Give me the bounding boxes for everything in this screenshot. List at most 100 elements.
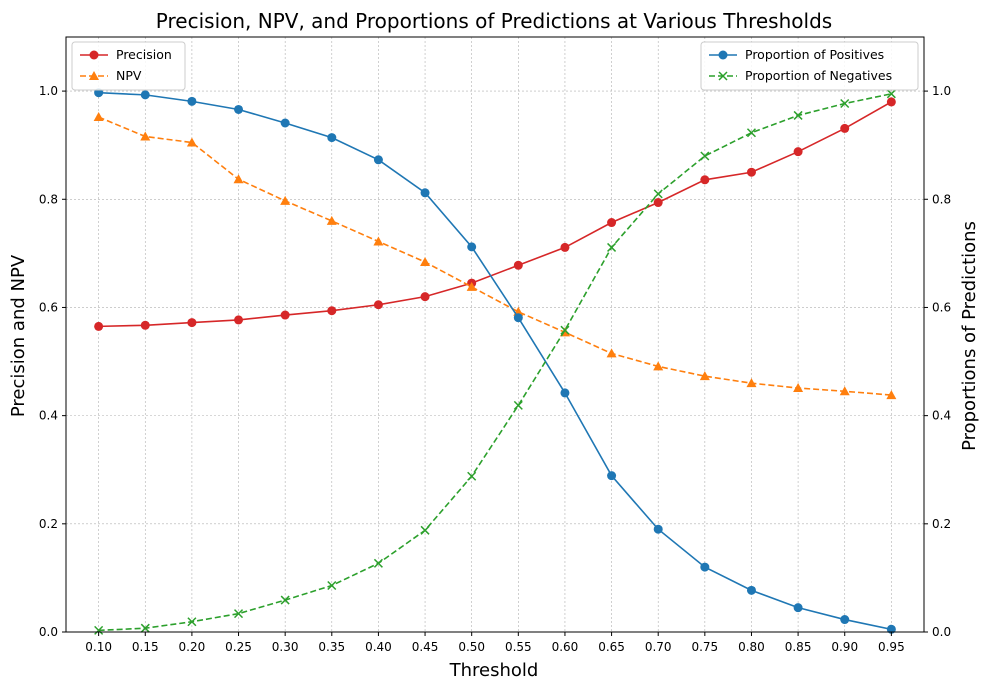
y-axis-left-label: Precision and NPV (8, 254, 29, 417)
data-point-precision (793, 147, 803, 157)
y-right-tick-label: 0.4 (932, 409, 951, 423)
x-marker-stroke (234, 609, 244, 619)
y-left-tick-label: 0.6 (39, 300, 58, 314)
series-precision (94, 97, 896, 331)
y-right-tick-label: 0.8 (932, 192, 951, 206)
data-point-proportion-of-negatives (653, 189, 663, 199)
data-point-proportion-of-positives (373, 155, 383, 165)
x-marker-stroke (700, 151, 710, 161)
data-point-precision (653, 198, 663, 208)
data-point-precision (886, 97, 896, 107)
data-point-npv (839, 386, 850, 396)
legend-marker-proportion-of-negatives (718, 71, 728, 81)
x-axis-label: Threshold (449, 660, 539, 681)
data-point-proportion-of-positives (420, 188, 430, 198)
data-point-npv (886, 390, 897, 400)
x-marker-stroke (280, 595, 290, 605)
legend-box (700, 41, 919, 91)
series-proportion-of-negatives (94, 89, 896, 635)
data-point-npv (699, 371, 710, 381)
data-point-precision (840, 123, 850, 133)
x-marker-stroke (467, 471, 477, 481)
data-point-proportion-of-positives (513, 313, 523, 323)
series-line-npv (98, 116, 892, 396)
x-tick-label: 0.85 (785, 640, 812, 654)
data-point-precision (700, 175, 710, 185)
y-right-tick-label: 0.2 (932, 517, 951, 531)
y-left-tick-label: 1.0 (39, 84, 58, 98)
legend-marker-npv (89, 71, 99, 80)
data-point-precision (560, 242, 570, 252)
y-left-tick-label: 0.2 (39, 517, 58, 531)
data-point-precision (94, 321, 104, 331)
data-point-npv (326, 215, 337, 225)
x-tick-label: 0.40 (365, 640, 392, 654)
plot-area (93, 88, 897, 635)
data-point-precision (746, 167, 756, 177)
data-point-npv (93, 112, 104, 122)
data-point-proportion-of-negatives (187, 617, 197, 627)
data-point-proportion-of-negatives (560, 325, 570, 335)
x-marker-stroke (607, 242, 617, 252)
x-marker-stroke (840, 99, 850, 109)
x-marker-stroke (886, 89, 896, 99)
y-left-tick-label: 0.4 (39, 409, 58, 423)
data-point-proportion-of-negatives (746, 128, 756, 138)
grid (66, 37, 924, 633)
data-point-precision (373, 300, 383, 310)
data-point-proportion-of-negatives (94, 625, 104, 635)
data-point-proportion-of-negatives (607, 242, 617, 252)
data-point-precision (513, 260, 523, 270)
data-point-precision (234, 315, 244, 325)
data-point-npv (793, 383, 804, 393)
data-point-npv (746, 378, 757, 388)
x-tick-label: 0.55 (505, 640, 532, 654)
x-tick-label: 0.50 (458, 640, 485, 654)
data-point-npv (606, 348, 617, 358)
x-tick-label: 0.95 (878, 640, 905, 654)
x-marker-stroke (373, 558, 383, 568)
data-point-proportion-of-negatives (234, 609, 244, 619)
data-point-proportion-of-positives (187, 96, 197, 106)
data-point-npv (280, 195, 291, 205)
data-point-proportion-of-negatives (513, 400, 523, 410)
data-point-proportion-of-negatives (327, 580, 337, 591)
x-marker-stroke (420, 525, 430, 535)
x-tick-label: 0.90 (831, 640, 858, 654)
data-point-npv (373, 236, 384, 246)
data-point-proportion-of-positives (793, 603, 803, 613)
x-axis: 0.10 0.15 0.20 0.25 0.30 0.35 0.40 0.45 0.50 0.55… (85, 632, 905, 654)
x-tick-label: 0.15 (132, 640, 159, 654)
series-proportion-of-positives (94, 88, 896, 634)
data-point-proportion-of-positives (607, 471, 617, 481)
x-marker-stroke (327, 580, 337, 591)
data-point-npv (140, 131, 151, 141)
x-tick-label: 0.20 (179, 640, 206, 654)
data-point-proportion-of-negatives (886, 89, 896, 99)
x-tick-label: 0.10 (85, 640, 112, 654)
data-point-precision (327, 306, 337, 316)
x-marker-stroke (140, 623, 150, 633)
plot-frame (65, 36, 925, 633)
series-line-proportion-of-negatives (98, 93, 892, 632)
legend-label-npv: NPV (116, 68, 142, 83)
legend-marker-proportion-of-positives (718, 50, 728, 60)
y-axis-right-label: Proportions of Predictions (959, 221, 980, 451)
x-tick-label: 0.45 (412, 640, 439, 654)
data-point-proportion-of-positives (653, 524, 663, 534)
data-point-proportion-of-positives (140, 90, 150, 100)
x-tick-label: 0.75 (691, 640, 718, 654)
legend-right: Proportion of Positives Proportion of Neg… (700, 41, 919, 91)
x-marker-stroke (94, 625, 104, 635)
data-point-proportion-of-positives (560, 388, 570, 398)
data-point-npv (653, 361, 664, 371)
legend-left: Precision NPV (71, 41, 186, 91)
data-point-proportion-of-positives (467, 242, 477, 252)
legend-box (71, 41, 186, 91)
data-point-proportion-of-negatives (793, 110, 803, 120)
data-point-proportion-of-negatives (840, 99, 850, 109)
y-left-tick-label: 0.0 (39, 625, 58, 639)
data-point-proportion-of-positives (840, 615, 850, 625)
x-marker-stroke (187, 617, 197, 627)
